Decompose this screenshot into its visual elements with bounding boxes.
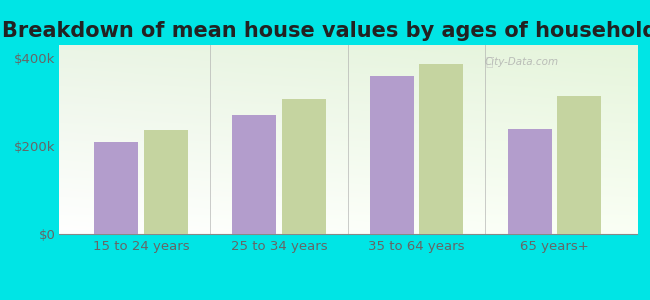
Bar [557, 95, 601, 234]
Bar [281, 99, 326, 234]
Bar [419, 64, 463, 234]
Bar [370, 76, 414, 234]
Bar [144, 130, 188, 234]
Title: Breakdown of mean house values by ages of householders: Breakdown of mean house values by ages o… [1, 21, 650, 41]
Bar [508, 128, 552, 234]
Bar [94, 142, 138, 234]
Bar [232, 115, 276, 234]
Text: ⦿: ⦿ [486, 56, 493, 68]
Text: City-Data.com: City-Data.com [484, 57, 558, 67]
